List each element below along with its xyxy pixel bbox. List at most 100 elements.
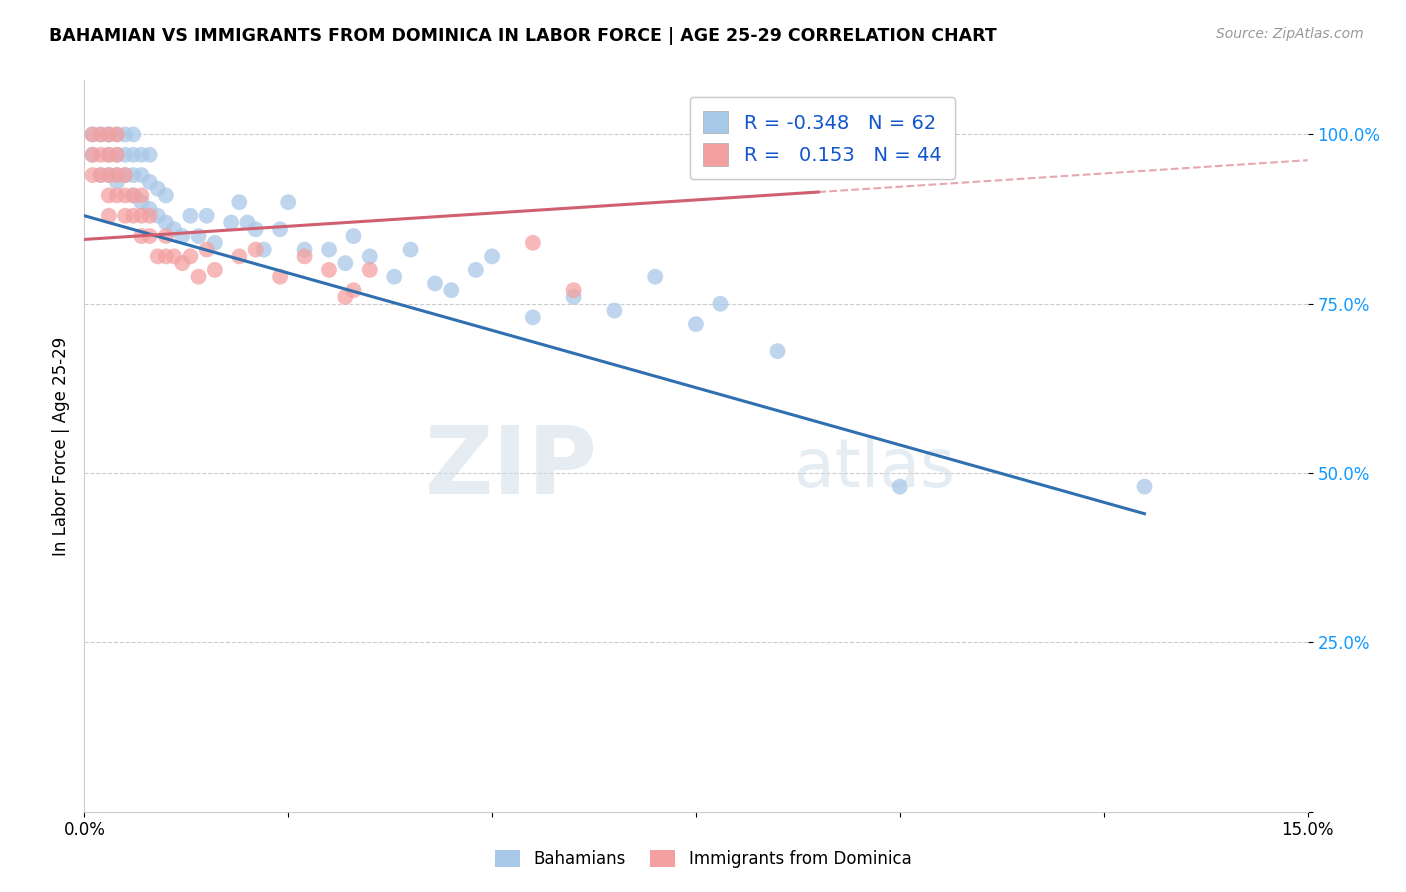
- Point: [114, 209, 136, 223]
- Point: [138, 148, 160, 162]
- Point: [423, 277, 446, 291]
- Point: [82, 128, 104, 142]
- Point: [1133, 480, 1156, 494]
- Point: [155, 215, 177, 229]
- Point: [90, 128, 112, 142]
- Point: [195, 209, 218, 223]
- Point: [163, 222, 186, 236]
- Point: [179, 249, 201, 263]
- Point: [146, 209, 169, 223]
- Point: [359, 249, 381, 263]
- Point: [138, 175, 160, 189]
- Point: [236, 215, 259, 229]
- Point: [97, 128, 120, 142]
- Point: [382, 269, 405, 284]
- Point: [155, 249, 177, 263]
- Point: [114, 148, 136, 162]
- Point: [122, 188, 145, 202]
- Point: [187, 229, 209, 244]
- Point: [204, 235, 226, 250]
- Point: [464, 263, 486, 277]
- Point: [245, 243, 267, 257]
- Legend: R = -0.348   N = 62, R =   0.153   N = 44: R = -0.348 N = 62, R = 0.153 N = 44: [689, 97, 955, 179]
- Point: [131, 188, 153, 202]
- Text: Source: ZipAtlas.com: Source: ZipAtlas.com: [1216, 27, 1364, 41]
- Point: [105, 168, 128, 182]
- Point: [131, 209, 153, 223]
- Point: [82, 128, 104, 142]
- Point: [131, 168, 153, 182]
- Point: [318, 243, 340, 257]
- Point: [97, 128, 120, 142]
- Y-axis label: In Labor Force | Age 25-29: In Labor Force | Age 25-29: [52, 336, 70, 556]
- Point: [138, 229, 160, 244]
- Text: BAHAMIAN VS IMMIGRANTS FROM DOMINICA IN LABOR FORCE | AGE 25-29 CORRELATION CHAR: BAHAMIAN VS IMMIGRANTS FROM DOMINICA IN …: [49, 27, 997, 45]
- Point: [195, 243, 218, 257]
- Point: [131, 195, 153, 210]
- Point: [122, 168, 145, 182]
- Point: [481, 249, 503, 263]
- Point: [122, 148, 145, 162]
- Point: [122, 209, 145, 223]
- Point: [97, 148, 120, 162]
- Point: [82, 148, 104, 162]
- Point: [131, 148, 153, 162]
- Point: [562, 290, 585, 304]
- Point: [97, 168, 120, 182]
- Point: [335, 256, 357, 270]
- Point: [122, 128, 145, 142]
- Point: [146, 181, 169, 195]
- Text: ZIP: ZIP: [425, 422, 598, 514]
- Point: [97, 209, 120, 223]
- Point: [105, 188, 128, 202]
- Point: [90, 128, 112, 142]
- Point: [277, 195, 299, 210]
- Point: [179, 209, 201, 223]
- Point: [245, 222, 267, 236]
- Point: [342, 283, 364, 297]
- Point: [122, 188, 145, 202]
- Point: [342, 229, 364, 244]
- Point: [114, 168, 136, 182]
- Point: [138, 202, 160, 216]
- Point: [97, 168, 120, 182]
- Point: [228, 249, 250, 263]
- Point: [335, 290, 357, 304]
- Point: [269, 222, 291, 236]
- Point: [219, 215, 242, 229]
- Point: [82, 168, 104, 182]
- Point: [146, 249, 169, 263]
- Text: atlas: atlas: [794, 435, 955, 501]
- Point: [114, 188, 136, 202]
- Point: [889, 480, 911, 494]
- Point: [522, 310, 544, 325]
- Legend: Bahamians, Immigrants from Dominica: Bahamians, Immigrants from Dominica: [488, 843, 918, 875]
- Point: [105, 175, 128, 189]
- Point: [603, 303, 626, 318]
- Point: [766, 344, 789, 359]
- Point: [90, 168, 112, 182]
- Point: [204, 263, 226, 277]
- Point: [105, 148, 128, 162]
- Point: [318, 263, 340, 277]
- Point: [269, 269, 291, 284]
- Point: [97, 148, 120, 162]
- Point: [138, 209, 160, 223]
- Point: [90, 168, 112, 182]
- Point: [114, 128, 136, 142]
- Point: [90, 148, 112, 162]
- Point: [155, 188, 177, 202]
- Point: [172, 256, 194, 270]
- Point: [187, 269, 209, 284]
- Point: [562, 283, 585, 297]
- Point: [131, 229, 153, 244]
- Point: [228, 195, 250, 210]
- Point: [294, 243, 316, 257]
- Point: [359, 263, 381, 277]
- Point: [97, 128, 120, 142]
- Point: [82, 148, 104, 162]
- Point: [155, 229, 177, 244]
- Point: [399, 243, 422, 257]
- Point: [709, 297, 731, 311]
- Point: [163, 249, 186, 263]
